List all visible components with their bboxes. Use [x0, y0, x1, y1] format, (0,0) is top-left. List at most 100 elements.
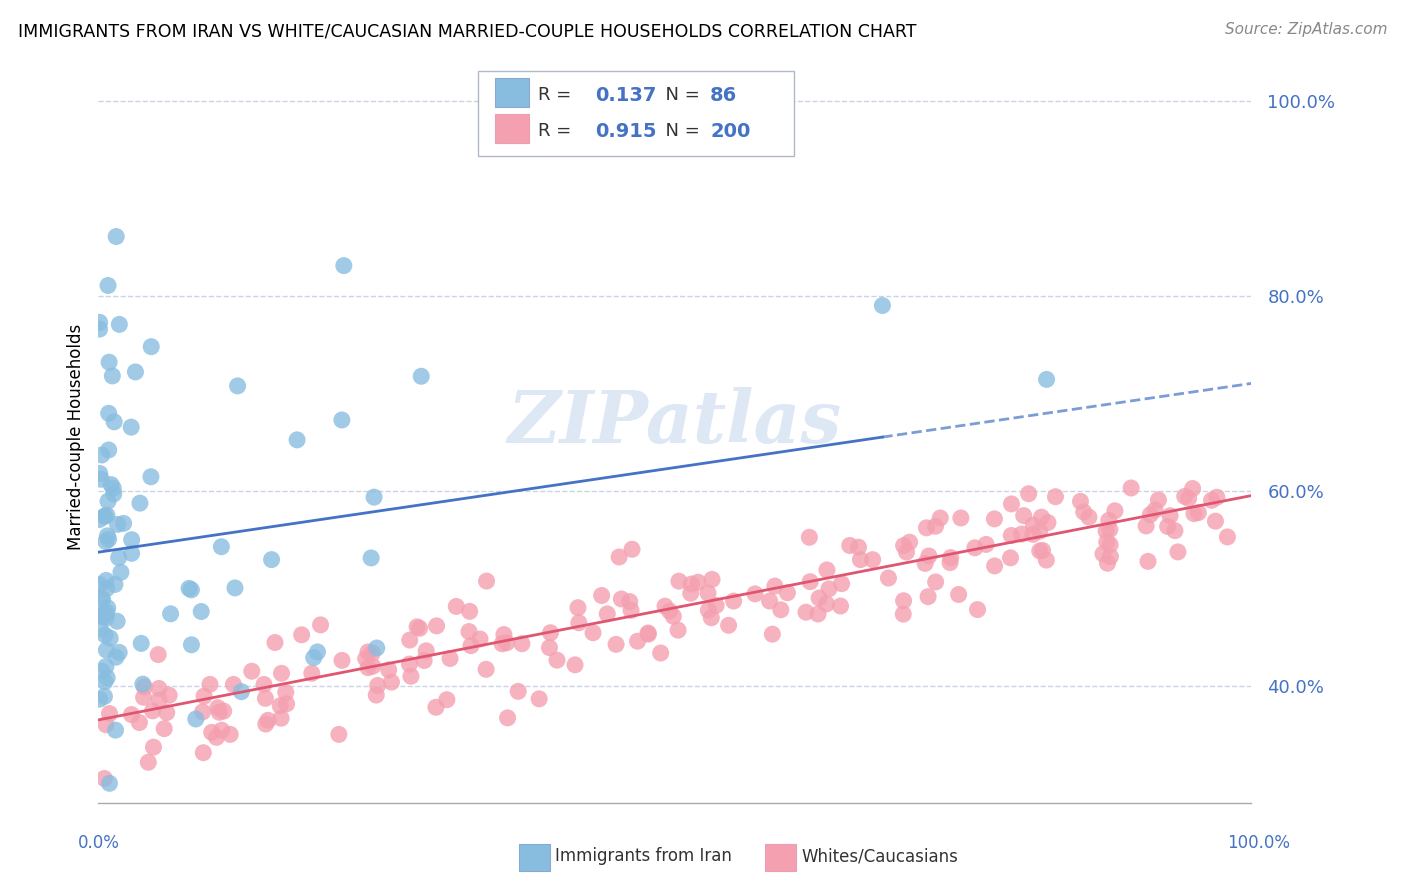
Point — [406, 620, 429, 634]
Point — [98, 706, 121, 721]
Point — [94, 659, 117, 673]
Point — [983, 558, 1005, 573]
Point — [231, 684, 253, 698]
Point — [508, 684, 530, 698]
Point — [1135, 519, 1157, 533]
Point — [818, 582, 841, 596]
Point — [253, 677, 276, 691]
Point — [211, 723, 233, 738]
Point — [1011, 527, 1033, 541]
Point — [1036, 516, 1059, 530]
Point — [142, 740, 165, 755]
Point — [198, 677, 221, 691]
Point — [89, 577, 111, 591]
Point — [917, 590, 939, 604]
Point — [97, 601, 120, 615]
Point — [105, 650, 128, 665]
Point — [128, 715, 150, 730]
Point — [361, 659, 384, 673]
Point — [637, 627, 659, 641]
Point — [1028, 524, 1050, 538]
Point — [815, 563, 838, 577]
Point — [1069, 494, 1091, 508]
Point — [658, 604, 681, 618]
Point — [877, 571, 900, 585]
Point — [98, 355, 121, 369]
Point — [1187, 506, 1209, 520]
Point — [276, 697, 298, 711]
Point — [157, 688, 180, 702]
Point — [1022, 527, 1045, 541]
Point — [153, 722, 176, 736]
Point — [193, 746, 215, 760]
Point — [654, 599, 676, 614]
Point — [366, 640, 388, 655]
Point — [205, 731, 228, 745]
Point — [1182, 507, 1205, 521]
Point — [361, 646, 384, 660]
Point — [1000, 550, 1022, 565]
Point — [1177, 491, 1199, 506]
Point — [208, 706, 231, 720]
Point — [357, 645, 380, 659]
Point — [333, 259, 356, 273]
Point — [446, 599, 468, 614]
Point — [1098, 513, 1121, 527]
Point — [94, 574, 117, 588]
Point — [101, 368, 124, 383]
Point — [96, 508, 118, 523]
Point — [436, 692, 458, 706]
Point — [180, 582, 202, 597]
Point — [307, 645, 329, 659]
Point — [939, 550, 962, 565]
Point — [838, 538, 860, 552]
Point — [97, 406, 120, 420]
Point — [328, 727, 350, 741]
Point — [191, 705, 214, 719]
Point — [98, 631, 121, 645]
Point — [254, 717, 277, 731]
Point — [1045, 490, 1067, 504]
Point — [254, 691, 277, 706]
Point — [1018, 487, 1040, 501]
Point — [413, 654, 436, 668]
Point — [159, 607, 181, 621]
Point — [121, 546, 143, 560]
Point — [93, 509, 115, 524]
Point — [91, 608, 114, 623]
Point — [686, 575, 709, 590]
Point — [129, 636, 152, 650]
Point — [136, 756, 159, 770]
Point — [411, 369, 433, 384]
Point — [1097, 556, 1119, 570]
Point — [1159, 508, 1181, 523]
Point — [475, 574, 498, 588]
Point — [1031, 510, 1053, 524]
Point — [1216, 530, 1239, 544]
Point — [177, 582, 200, 596]
Point — [96, 529, 118, 543]
Point — [949, 511, 972, 525]
Point — [948, 587, 970, 601]
Point — [108, 318, 131, 332]
Point — [301, 666, 323, 681]
Point — [567, 600, 589, 615]
Point — [107, 517, 129, 532]
Point — [650, 646, 672, 660]
Point — [193, 689, 215, 703]
Point — [90, 472, 112, 486]
Point — [134, 680, 156, 694]
Point — [1164, 524, 1187, 538]
Point — [893, 593, 915, 607]
Point — [1139, 508, 1161, 522]
Point — [458, 604, 481, 618]
Point — [1095, 535, 1118, 549]
Point — [1204, 514, 1226, 528]
Point — [914, 557, 936, 571]
Point — [366, 688, 388, 702]
Point — [1104, 504, 1126, 518]
Point — [377, 663, 399, 677]
Point — [91, 593, 114, 607]
Point — [1028, 544, 1050, 558]
Point — [538, 625, 561, 640]
